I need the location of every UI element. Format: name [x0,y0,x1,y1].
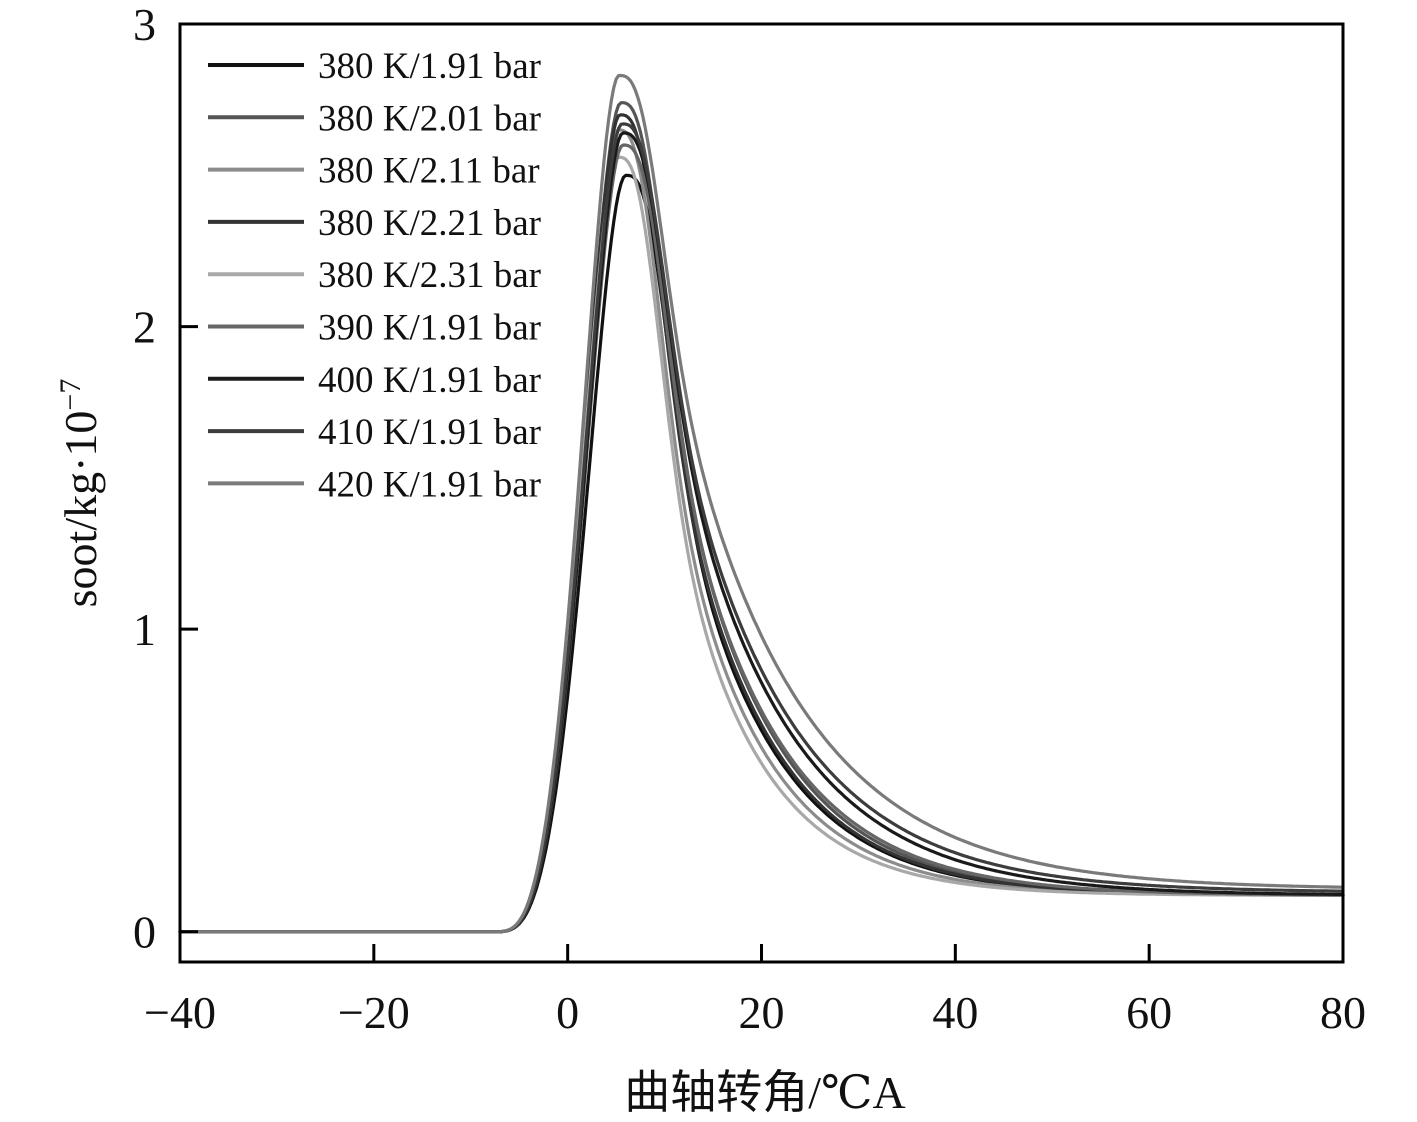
legend: 380 K/1.91 bar 380 K/2.01 bar 380 K/2.11 b… [208,46,541,505]
y-axis-title: soot/kg·10−7 [54,379,106,608]
legend-label-7: 400 K/1.91 bar [318,360,541,401]
x-tick-label: −20 [338,987,410,1038]
y-tick-label: 1 [133,604,156,655]
legend-label-6: 390 K/1.91 bar [318,308,541,349]
legend-label-4: 380 K/2.21 bar [318,203,541,244]
legend-label-3: 380 K/2.11 bar [318,151,540,192]
legend-label-1: 380 K/1.91 bar [318,46,541,87]
legend-label-5: 380 K/2.31 bar [318,255,541,296]
x-tick-label: 80 [1320,987,1366,1038]
x-tick-label: 40 [932,987,978,1038]
ticks-layer: −40 −20 0 20 40 60 80 0 1 2 3 [133,0,1366,1038]
x-tick-label: 60 [1126,987,1172,1038]
legend-label-8: 410 K/1.91 bar [318,412,541,453]
x-tick-label: 20 [739,987,785,1038]
x-tick-label: 0 [556,987,579,1038]
y-axis-title-exponent: −7 [54,379,87,411]
legend-label-9: 420 K/1.91 bar [318,464,541,505]
series-layer [178,73,1345,934]
series-line-9 [178,73,1345,934]
y-tick-label: 0 [133,907,156,958]
x-axis-title: 曲轴转角/℃A [624,1067,905,1118]
y-tick-label: 2 [133,302,156,353]
x-tick-label: −40 [144,987,216,1038]
legend-label-2: 380 K/2.01 bar [318,98,541,139]
y-axis-title-base: soot/kg·10 [55,411,106,608]
y-tick-label: 3 [133,0,156,50]
